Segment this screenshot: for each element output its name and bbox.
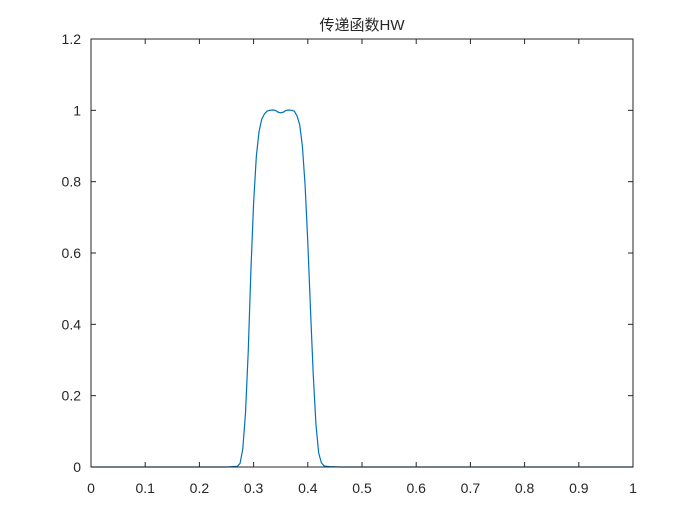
x-tick-label: 1 [629,480,637,496]
series-line [91,109,633,468]
y-tick-label: 0.4 [62,316,82,332]
chart-title: 传递函数HW [320,17,406,34]
x-tick-label: 0.7 [461,480,481,496]
y-tick-label: 0.8 [62,174,82,190]
x-tick-label: 0.4 [298,480,318,496]
series-layer [91,109,633,468]
x-tick-label: 0.6 [406,480,426,496]
y-tick-label: 0.2 [62,388,82,404]
y-tick-label: 0 [73,459,81,475]
x-tick-label: 0.3 [244,480,264,496]
tick-layer: 0 0.1 0.2 0.3 0.4 0.5 0.6 0.7 0.8 0.9 1 0 0.2 0.4 0.6 0… [62,31,638,496]
x-tick-label: 0.2 [190,480,210,496]
x-tick-label: 0 [87,480,95,496]
y-tick-label: 0.6 [62,245,82,261]
x-tick-label: 0.9 [569,480,589,496]
y-tick-label: 1.2 [62,31,82,47]
y-tick-label: 1 [73,102,81,118]
plot-background [91,39,633,467]
x-tick-label: 0.5 [352,480,372,496]
x-tick-label: 0.1 [135,480,155,496]
x-tick-label: 0.8 [515,480,535,496]
